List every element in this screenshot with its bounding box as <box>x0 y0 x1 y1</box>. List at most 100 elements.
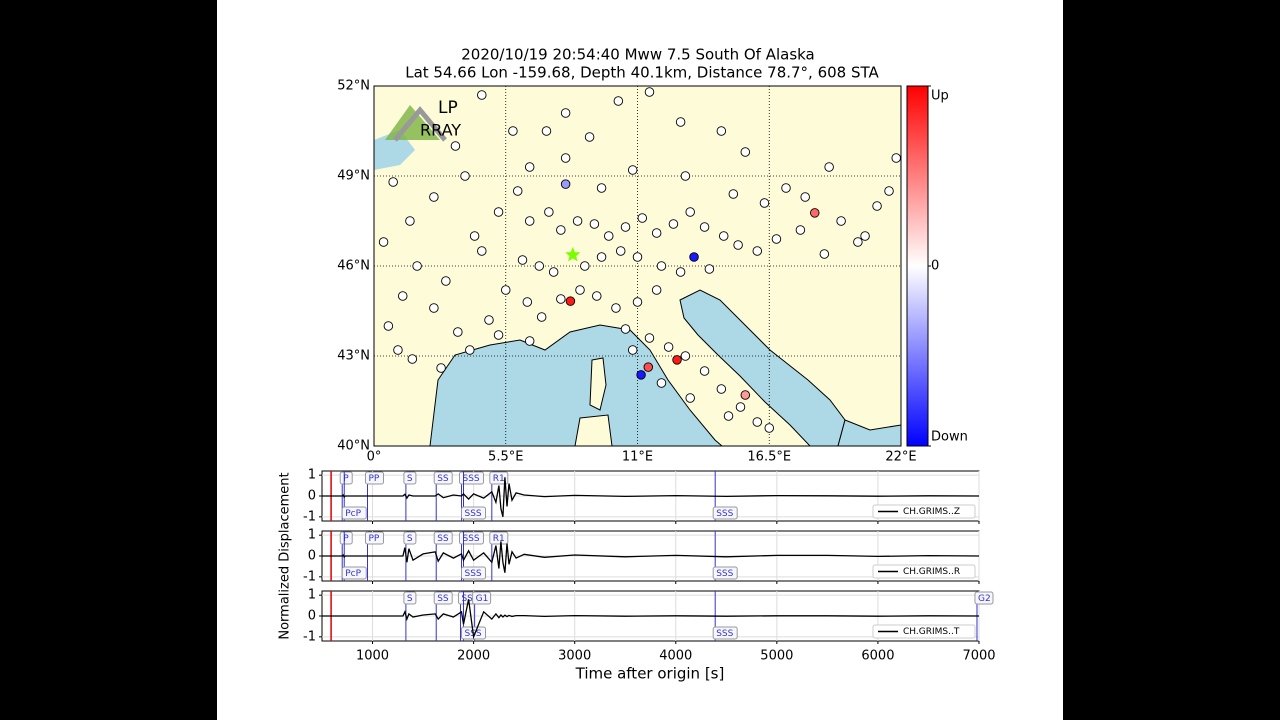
phase-box <box>433 591 453 605</box>
phase-label: P <box>343 474 349 484</box>
phase-label: PP <box>368 474 379 484</box>
y-tick-label: 0 <box>308 489 316 504</box>
reference-station <box>565 246 581 262</box>
trace <box>322 599 980 640</box>
phase-box <box>339 471 353 485</box>
phase-box <box>458 531 484 545</box>
station <box>592 291 602 301</box>
y-tick-label: -1 <box>303 569 316 584</box>
phase-label: S <box>407 534 413 544</box>
station <box>477 90 487 100</box>
y-axis-label: Normalized Displacement <box>278 472 293 639</box>
station <box>675 267 686 277</box>
station <box>704 264 715 274</box>
phase-label: SS <box>437 474 449 484</box>
phase-box <box>712 566 738 580</box>
legend <box>872 624 976 639</box>
station <box>680 351 691 361</box>
phase-label: G2 <box>978 594 991 604</box>
station <box>672 355 682 365</box>
station <box>556 225 566 235</box>
x-tick-label: 11°E <box>622 450 653 465</box>
station <box>819 249 830 259</box>
phase-label: R1 <box>493 474 505 484</box>
phase-box <box>461 566 487 580</box>
y-tick-label: -1 <box>303 629 316 644</box>
station <box>508 126 518 136</box>
station <box>728 189 739 199</box>
y-tick-label: 52°N <box>337 79 370 94</box>
station <box>556 294 566 304</box>
station <box>663 342 674 352</box>
station <box>548 267 559 277</box>
phase-label: G1 <box>476 594 489 604</box>
phase-label: SSS <box>462 534 479 544</box>
station <box>632 297 643 307</box>
x-tick-label: 2000 <box>457 649 490 664</box>
station <box>412 261 422 271</box>
station <box>484 315 494 325</box>
station <box>469 231 480 241</box>
station <box>836 216 846 226</box>
title: 2020/10/19 20:54:40 Mww 7.5 South Of Ala… <box>461 46 815 64</box>
station <box>627 165 638 175</box>
legend <box>872 504 976 519</box>
colorbar-label: Up <box>931 89 949 104</box>
station <box>560 179 571 189</box>
station <box>771 234 782 244</box>
station <box>651 285 662 295</box>
station <box>544 207 554 217</box>
phase-box <box>472 591 492 605</box>
station <box>596 252 607 262</box>
station <box>718 231 729 241</box>
map-marks <box>374 86 901 446</box>
station <box>536 312 547 322</box>
station <box>733 240 743 250</box>
station <box>627 345 638 355</box>
station <box>596 183 607 193</box>
y-tick-label: 43°N <box>337 349 370 364</box>
station <box>752 417 763 427</box>
phase-box <box>433 531 453 545</box>
station <box>524 336 535 346</box>
phase-label: SSS <box>716 629 733 639</box>
y-tick-label: 40°N <box>337 439 370 454</box>
station <box>759 198 770 208</box>
phase-label: R1 <box>493 534 505 544</box>
station <box>453 327 463 337</box>
station <box>517 255 528 265</box>
logo-text: LP <box>438 98 458 118</box>
legend-label: CH.GRIMS..Z <box>903 507 960 517</box>
phase-label: SS <box>437 594 449 604</box>
station <box>524 216 535 226</box>
y-tick-label: 46°N <box>337 259 370 274</box>
station <box>800 192 810 202</box>
x-tick-label: 22°E <box>885 450 916 465</box>
phase-label: P <box>343 534 349 544</box>
map-frame <box>373 85 902 447</box>
station <box>699 222 710 232</box>
phase-label: PcP <box>345 509 361 519</box>
y-tick-label: -1 <box>303 509 316 524</box>
phase-box <box>974 591 994 605</box>
station <box>824 162 834 172</box>
station <box>580 261 590 271</box>
phase-label: SSS <box>716 569 733 579</box>
station <box>560 153 571 163</box>
station <box>795 225 806 235</box>
island <box>574 414 613 446</box>
y-tick-label: 1 <box>308 528 316 543</box>
station <box>781 183 791 193</box>
x-tick-label: 7000 <box>962 649 995 664</box>
legend-label: CH.GRIMS..R <box>903 567 960 577</box>
station <box>541 126 552 136</box>
phase-box <box>364 471 384 485</box>
station <box>752 246 763 256</box>
subtitle: Lat 54.66 Lon -159.68, Depth 40.1km, Dis… <box>405 64 879 82</box>
station <box>668 219 679 229</box>
station <box>441 276 451 286</box>
station <box>460 171 470 181</box>
station <box>637 213 648 223</box>
station <box>560 108 571 118</box>
